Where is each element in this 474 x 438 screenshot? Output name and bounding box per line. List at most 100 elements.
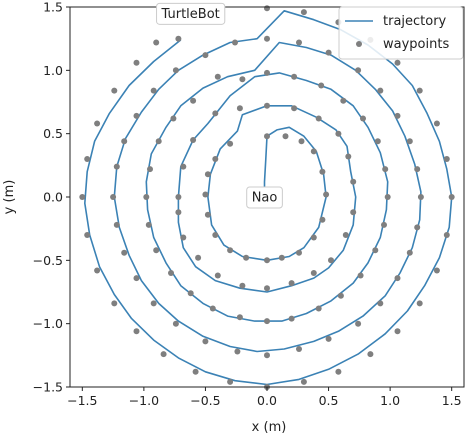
waypoint-marker [414,224,421,231]
x-tick-label: 0.0 [257,393,277,408]
x-tick-label: 1.0 [380,393,400,408]
waypoint-marker [406,138,413,145]
x-tick-label: 1.5 [442,393,462,408]
y-tick-label: 1.5 [43,0,63,15]
waypoint-marker [355,320,362,327]
waypoint-marker [433,267,440,274]
waypoint-marker [300,9,307,16]
waypoint-marker [113,221,120,228]
waypoint-marker [264,257,270,264]
x-tick-label: 0.5 [319,393,339,408]
waypoint-marker [172,67,179,74]
waypoint-marker [377,300,384,307]
waypoint-marker [416,87,423,94]
waypoint-marker [335,368,342,375]
waypoint-marker [374,138,381,145]
waypoint-marker [377,87,384,94]
waypoint-marker [325,335,332,342]
waypoint-marker [319,168,326,175]
waypoint-marker [310,148,317,155]
waypoint-marker [94,120,101,127]
waypoint-marker [239,76,246,83]
annotation-label: TurtleBot [161,7,220,22]
annotations: TurtleBot Nao [156,2,283,209]
waypoint-marker [239,282,246,289]
waypoint-marker [264,35,270,42]
waypoint-marker [133,59,140,66]
waypoint-marker [340,97,347,104]
waypoint-marker [204,211,211,218]
waypoint-marker [414,166,421,173]
waypoint-marker [170,115,177,122]
waypoint-marker [204,171,211,178]
waypoint-marker [153,39,160,46]
plot-area [79,5,455,390]
waypoint-marker [296,39,302,46]
waypoint-marker [300,378,307,385]
waypoint-marker [121,138,128,145]
annotation-nao: Nao [246,186,283,209]
waypoint-marker [175,35,182,42]
waypoint-marker [212,156,219,162]
waypoint-marker [381,221,387,228]
waypoint-marker [296,346,302,352]
waypoint-marker [113,163,120,170]
waypoint-marker [236,105,243,112]
waypoint-marker [350,209,357,216]
waypoint-marker [416,300,423,307]
waypoint-marker [337,292,344,299]
waypoint-marker [111,300,118,307]
waypoint-marker [94,267,101,274]
waypoint-marker [145,221,152,228]
waypoint-marker [315,115,322,122]
waypoint-marker [291,73,298,80]
waypoint-marker [212,110,219,117]
waypoint-marker [192,368,199,375]
y-tick-label: −1.0 [33,316,63,331]
waypoint-marker [202,338,209,345]
x-axis-label: x (m) [252,420,287,435]
y-tick-label: −0.5 [33,253,63,268]
waypoint-marker [367,351,374,358]
waypoint-marker [394,112,401,119]
waypoint-marker [190,137,197,143]
annotation-box [246,186,283,209]
annotation-turtlebot: TurtleBot [156,2,226,25]
legend: trajectory waypoints [338,6,464,60]
waypoint-marker [394,275,401,282]
waypoint-marker [296,249,302,256]
waypoint-marker [282,133,289,140]
waypoint-marker [448,194,455,200]
waypoint-marker [318,82,325,89]
waypoint-marker [360,115,366,122]
waypoint-marker [264,69,270,76]
waypoint-marker [227,378,234,385]
waypoint-marker [147,166,153,173]
waypoint-marker [355,67,362,74]
legend-waypoints-swatch [356,41,362,47]
waypoint-marker [180,163,187,170]
waypoint-marker [214,73,221,80]
legend-frame [338,6,464,60]
waypoint-marker [342,232,349,238]
x-tick-label: −1.5 [67,393,97,408]
waypoint-marker [172,320,179,327]
waypoint-marker [335,130,342,137]
waypoint-marker [202,191,209,198]
waypoint-marker [325,49,332,56]
waypoint-marker [227,247,234,254]
waypoint-marker [202,52,209,59]
waypoint-marker [187,290,194,297]
waypoint-marker [143,194,150,200]
axes: −1.5 −1.0 −0.5 0.0 0.5 1.0 1.5 −1.5 −1.0 −0.5 0.0 0… [33,0,465,408]
waypoint-marker [111,87,118,94]
waypoint-marker [133,328,140,335]
waypoint-marker [298,138,305,145]
waypoint-marker [264,318,270,325]
waypoint-marker [264,102,270,109]
waypoint-marker [350,178,357,185]
waypoint-marker [315,305,322,312]
waypoint-marker [121,249,128,256]
waypoint-marker [195,254,202,261]
